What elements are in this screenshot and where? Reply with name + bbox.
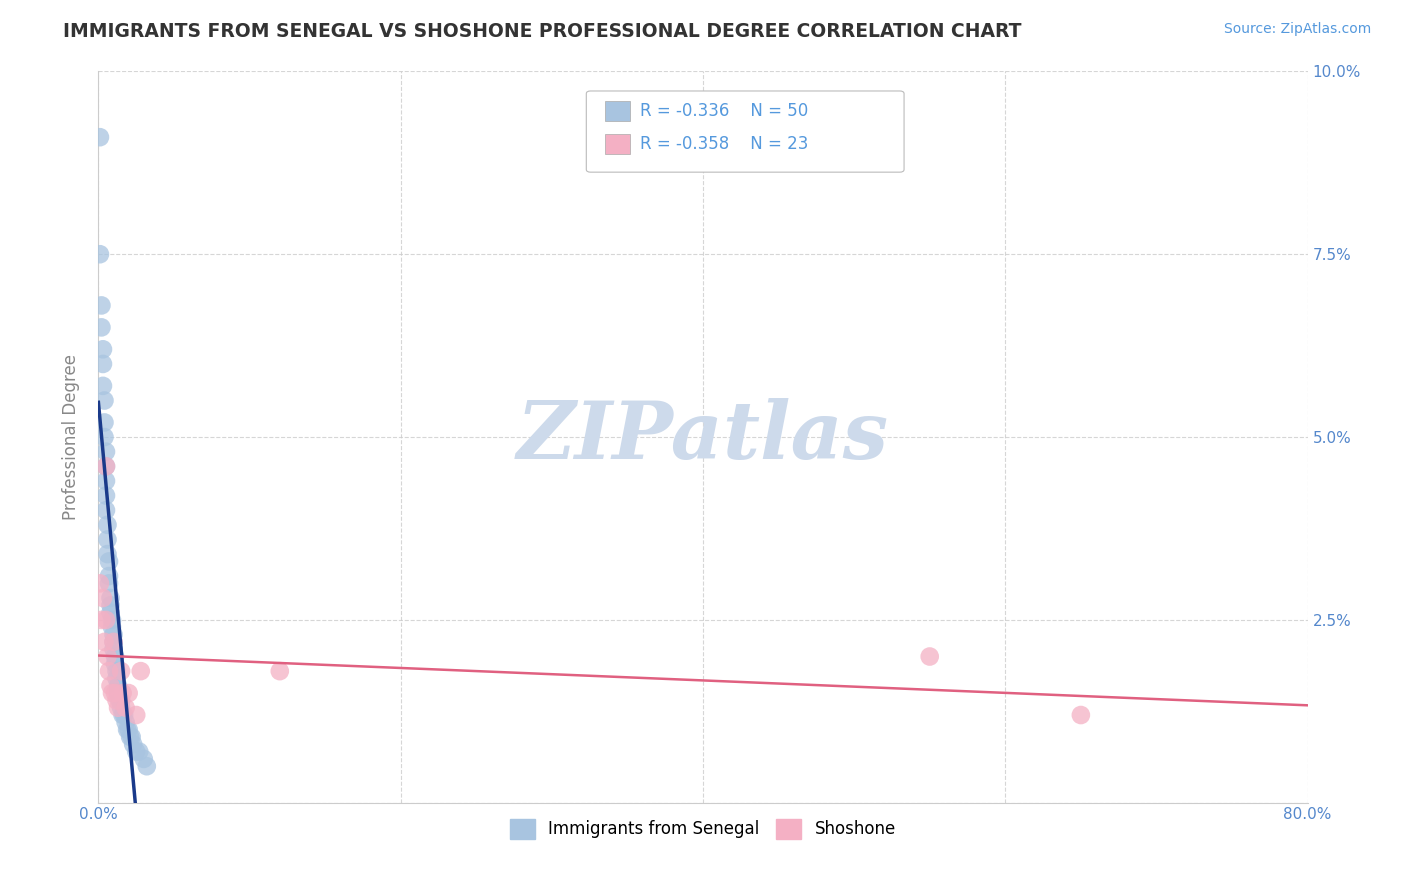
Point bbox=[89, 247, 111, 261]
Point bbox=[115, 723, 138, 737]
Text: Source: ZipAtlas.com: Source: ZipAtlas.com bbox=[1223, 22, 1371, 37]
Point bbox=[94, 503, 117, 517]
Y-axis label: Professional Degree: Professional Degree bbox=[62, 354, 80, 520]
Point bbox=[98, 664, 121, 678]
Point bbox=[100, 606, 122, 620]
Point bbox=[135, 759, 157, 773]
Point bbox=[107, 686, 129, 700]
Point bbox=[100, 599, 122, 613]
Point bbox=[114, 715, 136, 730]
Point bbox=[98, 554, 121, 568]
Point bbox=[129, 664, 152, 678]
Point bbox=[94, 489, 117, 503]
Point bbox=[108, 693, 131, 707]
Point bbox=[94, 613, 117, 627]
Point bbox=[96, 533, 118, 547]
Point bbox=[118, 686, 141, 700]
Text: R = -0.358    N = 23: R = -0.358 N = 23 bbox=[640, 135, 808, 153]
Text: 80.0%: 80.0% bbox=[1284, 807, 1331, 822]
Point bbox=[118, 723, 141, 737]
Point bbox=[100, 591, 122, 605]
Point bbox=[103, 642, 125, 657]
Point bbox=[105, 672, 128, 686]
Point bbox=[100, 679, 122, 693]
Point bbox=[103, 635, 125, 649]
Point bbox=[114, 700, 136, 714]
Point bbox=[89, 130, 111, 145]
Point bbox=[93, 430, 115, 444]
Point bbox=[110, 700, 132, 714]
Point bbox=[96, 517, 118, 532]
Point bbox=[90, 298, 112, 312]
Point bbox=[91, 343, 114, 357]
Point bbox=[96, 649, 118, 664]
Point bbox=[89, 576, 111, 591]
Point bbox=[1070, 708, 1092, 723]
Point bbox=[101, 613, 124, 627]
Point bbox=[103, 627, 125, 641]
Point bbox=[94, 459, 117, 474]
Point bbox=[110, 693, 132, 707]
Point bbox=[132, 752, 155, 766]
Point bbox=[93, 393, 115, 408]
Point bbox=[94, 474, 117, 488]
Point bbox=[98, 569, 121, 583]
Point bbox=[104, 657, 127, 671]
Point bbox=[120, 730, 142, 744]
Point bbox=[107, 679, 129, 693]
Point bbox=[91, 357, 114, 371]
Point bbox=[105, 693, 128, 707]
Point bbox=[269, 664, 291, 678]
Legend: Immigrants from Senegal, Shoshone: Immigrants from Senegal, Shoshone bbox=[503, 812, 903, 846]
Point bbox=[121, 730, 143, 744]
Point bbox=[122, 737, 145, 751]
Point bbox=[91, 591, 114, 605]
Point bbox=[98, 576, 121, 591]
Text: R = -0.336    N = 50: R = -0.336 N = 50 bbox=[640, 102, 808, 120]
Point bbox=[125, 745, 148, 759]
Point bbox=[112, 708, 135, 723]
Point bbox=[104, 686, 127, 700]
Point bbox=[103, 635, 125, 649]
Text: 0.0%: 0.0% bbox=[79, 807, 118, 822]
Point bbox=[111, 686, 134, 700]
Point bbox=[90, 613, 112, 627]
Point bbox=[91, 379, 114, 393]
Point bbox=[105, 664, 128, 678]
Point bbox=[93, 416, 115, 430]
Text: ZIPatlas: ZIPatlas bbox=[517, 399, 889, 475]
Point bbox=[96, 547, 118, 561]
Point bbox=[101, 620, 124, 634]
Point bbox=[107, 700, 129, 714]
Point bbox=[128, 745, 150, 759]
Point bbox=[918, 649, 941, 664]
Point bbox=[125, 708, 148, 723]
Point bbox=[93, 635, 115, 649]
Text: IMMIGRANTS FROM SENEGAL VS SHOSHONE PROFESSIONAL DEGREE CORRELATION CHART: IMMIGRANTS FROM SENEGAL VS SHOSHONE PROF… bbox=[63, 22, 1022, 41]
Point bbox=[110, 664, 132, 678]
Point bbox=[90, 320, 112, 334]
Point bbox=[111, 708, 134, 723]
Point bbox=[104, 649, 127, 664]
Point bbox=[101, 686, 124, 700]
Point bbox=[94, 459, 117, 474]
Point bbox=[94, 444, 117, 458]
